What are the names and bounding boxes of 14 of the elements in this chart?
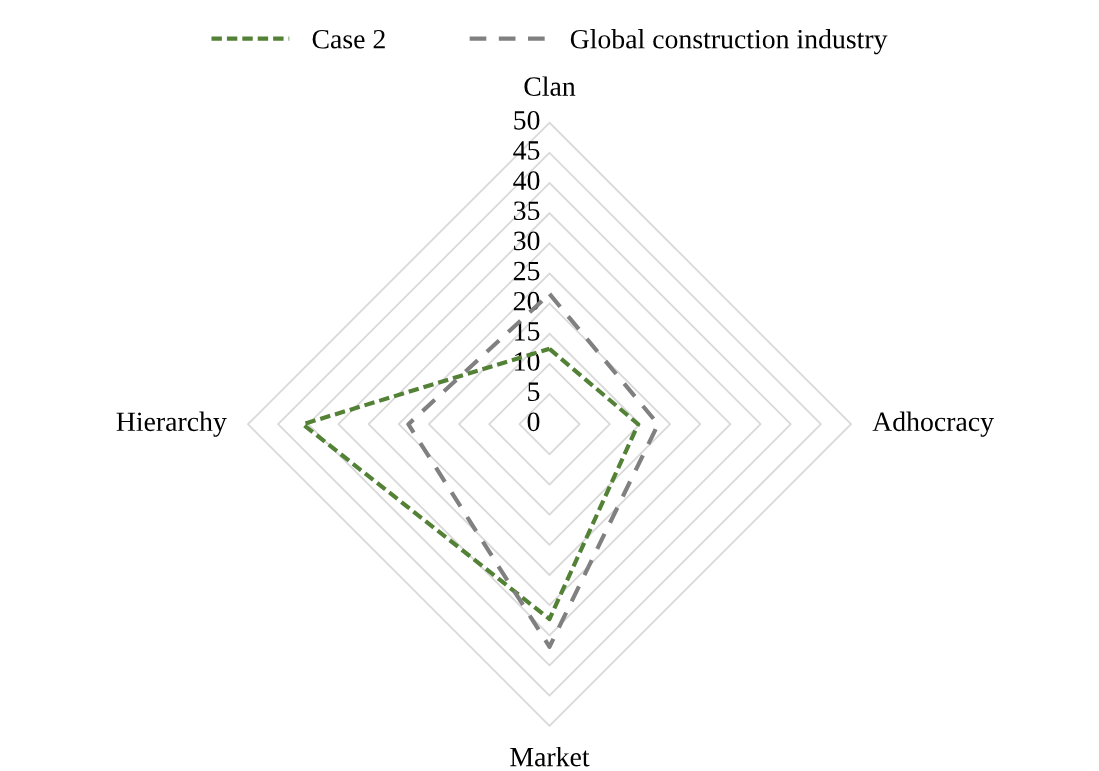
y-tick-label: 5: [528, 382, 540, 402]
y-tick-label: 45: [513, 141, 540, 160]
spoke-label: Market: [510, 746, 590, 767]
spoke-label: Clan: [524, 76, 576, 96]
y-tick-label: 40: [513, 171, 540, 190]
y-tick-label: 0: [527, 412, 540, 432]
spoke-label: Adhocracy: [872, 411, 994, 437]
spoke-label: Hierarchy: [116, 411, 227, 437]
y-tick-label: 50: [514, 110, 540, 130]
y-tick-label: 35: [514, 201, 540, 221]
y-tick-label: 30: [514, 231, 540, 251]
y-tick-label: 25: [513, 261, 540, 281]
legend-label: Case 2: [312, 29, 385, 49]
legend-label: Global construction industry: [570, 29, 888, 55]
